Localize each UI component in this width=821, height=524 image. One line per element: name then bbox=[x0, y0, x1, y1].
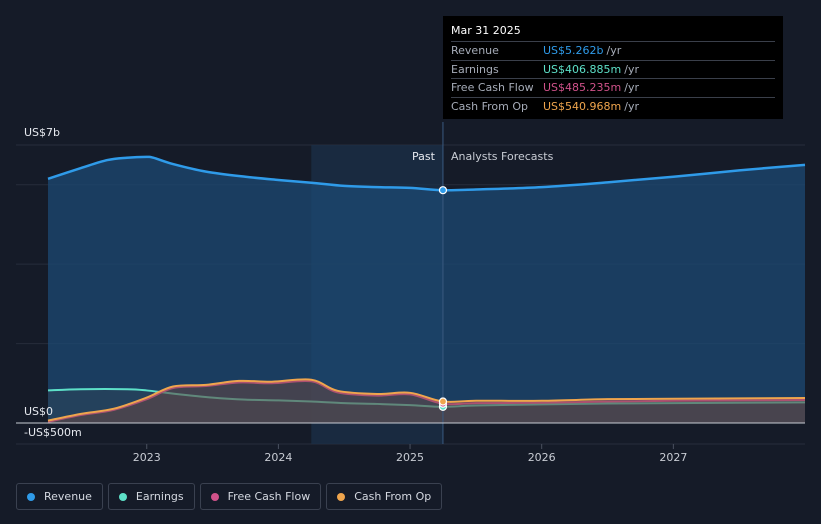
tooltip-row: Revenue US$5.262b/yr bbox=[451, 41, 775, 60]
tooltip-row-label: Earnings bbox=[451, 62, 499, 76]
tooltip-row-unit: /yr bbox=[624, 81, 639, 94]
y-axis-top-label: US$7b bbox=[24, 126, 60, 139]
tooltip-row-value: US$5.262b bbox=[543, 44, 604, 57]
chart-legend: Revenue Earnings Free Cash Flow Cash From O… bbox=[16, 483, 443, 510]
y-axis-bottom-label: -US$500m bbox=[24, 426, 82, 439]
legend-item-revenue[interactable]: Revenue bbox=[16, 483, 103, 510]
series-line-revenue bbox=[47, 155, 806, 192]
past-label: Past bbox=[412, 150, 436, 163]
legend-item-free-cash-flow[interactable]: Free Cash Flow bbox=[199, 483, 322, 510]
legend-label: Cash From Op bbox=[354, 490, 432, 503]
series-layer bbox=[47, 155, 806, 423]
x-axis-ticks: 2023 2024 2025 2026 2027 bbox=[133, 444, 687, 464]
x-tick-label: 2024 bbox=[264, 451, 292, 464]
x-tick-label: 2027 bbox=[659, 451, 687, 464]
legend-item-earnings[interactable]: Earnings bbox=[107, 483, 195, 510]
x-tick-label: 2026 bbox=[528, 451, 556, 464]
tooltip-row: Free Cash Flow US$485.235m/yr bbox=[451, 78, 775, 97]
tooltip-row-value: US$406.885m bbox=[543, 62, 622, 76]
legend-label: Earnings bbox=[135, 490, 184, 503]
series-area-cash-from-op bbox=[48, 379, 805, 423]
legend-dot-icon bbox=[337, 492, 346, 501]
marker-revenue bbox=[438, 186, 448, 195]
hover-tooltip: Mar 31 2025 Revenue US$5.262b/yr Earnings U… bbox=[443, 16, 783, 119]
tooltip-row: Cash From Op US$540.968m/yr bbox=[451, 96, 775, 116]
legend-dot-icon bbox=[210, 492, 219, 501]
y-axis-zero-label: US$0 bbox=[24, 405, 53, 418]
tooltip-row-label: Cash From Op bbox=[451, 99, 529, 113]
tooltip-row-unit: /yr bbox=[606, 44, 622, 57]
hover-markers bbox=[438, 186, 448, 411]
tooltip-row: Earnings US$406.885m/yr bbox=[451, 59, 775, 79]
analysts-forecast-label: Analysts Forecasts bbox=[451, 150, 554, 163]
tooltip-row-label: Revenue bbox=[451, 44, 499, 57]
tooltip-row-value: US$485.235m bbox=[543, 81, 622, 94]
series-area-earnings bbox=[48, 389, 805, 423]
tooltip-row-value: US$540.968m bbox=[543, 99, 622, 113]
series-line-free-cash-flow bbox=[47, 379, 806, 423]
x-tick-label: 2023 bbox=[133, 451, 161, 464]
tooltip-date: Mar 31 2025 bbox=[451, 24, 521, 37]
tooltip-row-unit: /yr bbox=[624, 99, 639, 113]
series-line-cash-from-op bbox=[47, 378, 806, 422]
x-tick-label: 2025 bbox=[396, 451, 424, 464]
tooltip-row-label: Free Cash Flow bbox=[451, 81, 534, 94]
tooltip-rows: Revenue US$5.262b/yr Earnings US$406.885m/y… bbox=[451, 41, 775, 115]
legend-label: Revenue bbox=[44, 490, 92, 503]
series-area-revenue bbox=[48, 156, 805, 423]
legend-dot-icon bbox=[27, 492, 35, 501]
series-line-earnings bbox=[47, 388, 806, 408]
legend-item-cash-from-op[interactable]: Cash From Op bbox=[326, 483, 443, 510]
legend-dot-icon bbox=[118, 492, 127, 501]
marker-cash-from-op bbox=[438, 397, 448, 406]
legend-label: Free Cash Flow bbox=[227, 490, 311, 503]
series-area-free-cash-flow bbox=[48, 380, 805, 423]
tooltip-row-unit: /yr bbox=[624, 62, 639, 76]
